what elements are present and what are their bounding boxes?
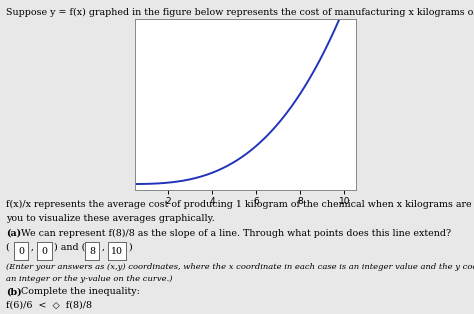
Text: ) and (: ) and (	[54, 242, 85, 252]
Text: 0: 0	[42, 246, 47, 256]
Text: (: (	[6, 242, 9, 252]
Text: ,: ,	[101, 242, 104, 252]
Text: you to visualize these averages graphically.: you to visualize these averages graphica…	[6, 214, 214, 223]
Text: 8: 8	[89, 246, 95, 256]
Text: 10: 10	[111, 246, 123, 256]
Text: (a): (a)	[6, 229, 21, 238]
Text: an integer or the y-value on the curve.): an integer or the y-value on the curve.)	[6, 275, 172, 283]
Text: ,: ,	[31, 242, 34, 252]
Text: 0: 0	[18, 246, 24, 256]
Text: ): )	[128, 242, 132, 252]
Text: (b): (b)	[6, 287, 21, 296]
Text: f(6)/6  <  ◇  f(8)/8: f(6)/6 < ◇ f(8)/8	[6, 301, 91, 310]
Text: f(x)/x represents the average cost of producing 1 kilogram of the chemical when : f(x)/x represents the average cost of pr…	[6, 199, 474, 208]
Text: Suppose y = f(x) graphed in the figure below represents the cost of manufacturin: Suppose y = f(x) graphed in the figure b…	[6, 8, 474, 17]
Text: (Enter your answers as (x,y) coordinates, where the x coordinate in each case is: (Enter your answers as (x,y) coordinates…	[6, 263, 474, 271]
Text: We can represent f(8)/8 as the slope of a line. Through what points does this li: We can represent f(8)/8 as the slope of …	[21, 229, 451, 238]
Text: Complete the inequality:: Complete the inequality:	[21, 287, 140, 296]
